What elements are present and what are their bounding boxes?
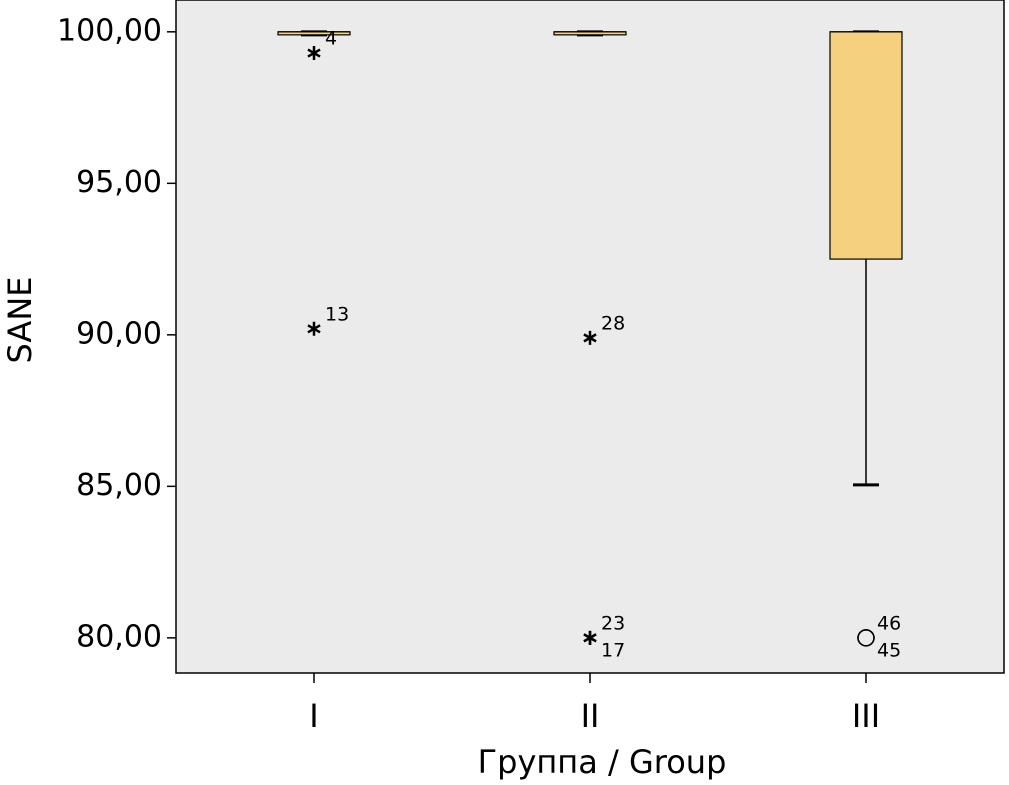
point-label: 45 — [877, 639, 901, 661]
point-label: 28 — [601, 312, 625, 334]
point-label: 4 — [325, 28, 337, 50]
x-tick-label: III — [852, 697, 880, 735]
outlier-point — [857, 629, 875, 647]
extreme-point — [583, 330, 597, 345]
y-tick-label: 90,00 — [76, 316, 162, 351]
x-tick-label: II — [581, 697, 600, 735]
box — [829, 31, 903, 260]
point-label: 46 — [877, 612, 901, 634]
point-label: 13 — [325, 303, 349, 325]
y-tick-label: 85,00 — [76, 468, 162, 503]
y-axis-label: SANE — [1, 277, 39, 364]
point-label: 23 — [601, 612, 625, 634]
extreme-point — [583, 630, 597, 645]
y-tick-label: 100,00 — [57, 13, 162, 48]
extreme-point — [307, 321, 321, 336]
x-axis-label: Группа / Group — [478, 743, 727, 781]
y-tick-label: 95,00 — [76, 165, 162, 200]
x-tick-label: I — [309, 697, 318, 735]
extreme-point — [307, 46, 321, 61]
y-tick-label: 80,00 — [76, 619, 162, 654]
point-label: 17 — [601, 639, 625, 661]
